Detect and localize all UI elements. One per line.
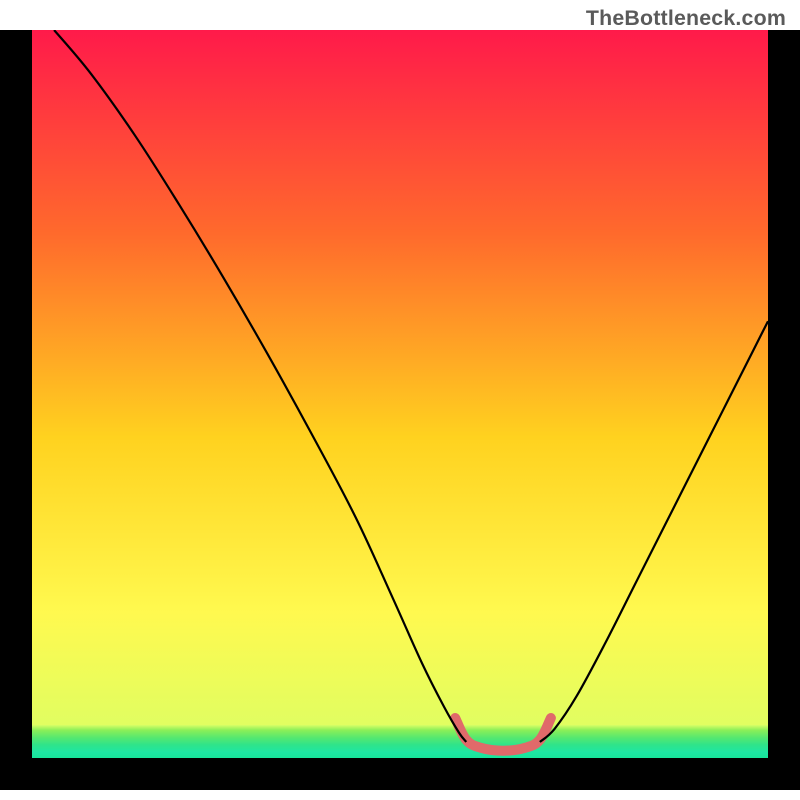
chart-plot — [0, 30, 800, 790]
plot-inner — [0, 30, 800, 790]
canvas: TheBottleneck.com — [0, 0, 800, 800]
curve-right — [540, 321, 768, 742]
watermark-text: TheBottleneck.com — [586, 6, 786, 31]
curve-left — [54, 30, 466, 742]
curve-layer — [0, 30, 800, 790]
highlight-trough — [455, 718, 551, 751]
